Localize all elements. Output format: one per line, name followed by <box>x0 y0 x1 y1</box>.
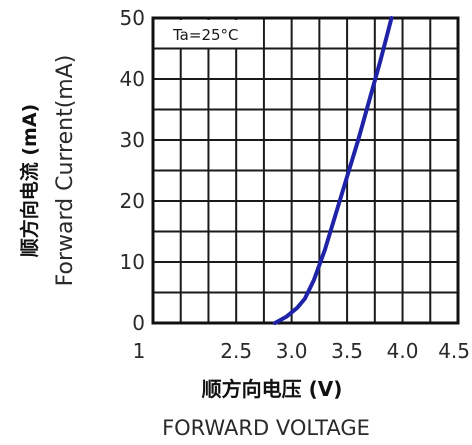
y-tick-labels: 0 10 20 30 40 50 <box>120 6 145 335</box>
plot-frame <box>151 16 460 325</box>
y-axis-label-chinese: 顺方向电流 (mA) <box>18 104 41 258</box>
y-tick-label: 40 <box>120 67 145 91</box>
annotation-box: Ta=25°C <box>155 20 263 48</box>
x-axis-origin-label: 1 <box>133 339 146 363</box>
series <box>273 16 394 325</box>
grid <box>153 18 458 323</box>
x-axis-label-chinese: 顺方向电压 (V) <box>202 377 343 401</box>
y-tick-label: 50 <box>120 6 145 30</box>
x-tick-label: 3.5 <box>331 339 363 363</box>
x-tick-label: 2.5 <box>220 339 252 363</box>
y-tick-label: 20 <box>120 189 145 213</box>
y-tick-label: 0 <box>132 311 145 335</box>
x-axis-label: FORWARD VOLTAGE <box>162 416 370 440</box>
temperature-annotation: Ta=25°C <box>172 26 239 44</box>
y-axis-label: Forward Current(mA) <box>53 55 78 287</box>
x-tick-label: 4.5 <box>438 339 470 363</box>
annotation-background <box>155 20 263 48</box>
y-tick-label: 10 <box>120 250 145 274</box>
y-tick-label: 30 <box>120 128 145 152</box>
series-line <box>273 16 394 325</box>
x-tick-label: 4.0 <box>387 339 419 363</box>
x-tick-labels: 2.5 3.0 3.5 4.0 4.5 <box>220 339 470 363</box>
plot-border <box>151 16 460 325</box>
x-tick-label: 3.0 <box>276 339 308 363</box>
